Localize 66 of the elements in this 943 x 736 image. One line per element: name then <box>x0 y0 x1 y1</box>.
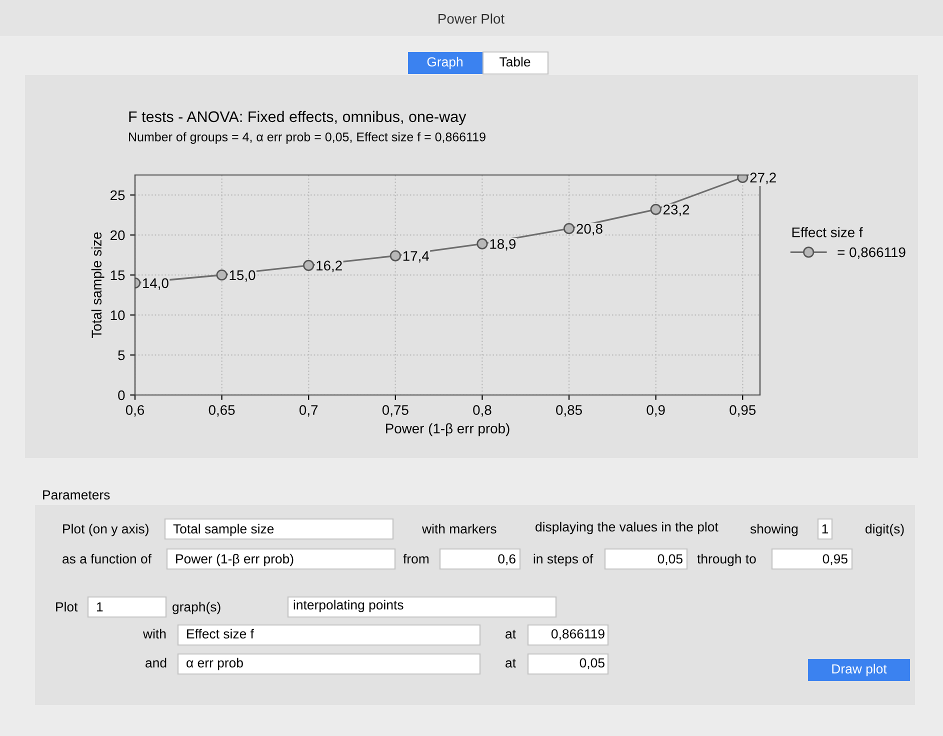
text: 1 <box>97 602 103 612</box>
data-label: 23,2 <box>663 204 690 216</box>
text: Power (1-β err prob) <box>176 554 294 566</box>
text: at <box>506 630 516 639</box>
text: 0,05 <box>658 554 682 566</box>
data-label: 15,0 <box>230 270 256 282</box>
text: Plot <box>56 602 78 612</box>
x-tick-label: 0,9 <box>646 405 665 417</box>
text: 0,95 <box>822 554 848 566</box>
y-tick-label: 25 <box>110 190 125 200</box>
point <box>476 238 488 250</box>
text: 1 <box>822 524 828 534</box>
legend-title: Effect size f <box>792 227 863 238</box>
text: and <box>146 658 166 668</box>
x-tick-label: 0,8 <box>473 405 492 417</box>
text: Parameters <box>43 490 110 500</box>
data-label: 20,8 <box>576 224 602 236</box>
text: 0,6 <box>498 554 516 566</box>
x-tick-label: 0,6 <box>126 405 144 417</box>
text: 0,05 <box>580 658 604 670</box>
x-tick-label: 0,65 <box>208 405 235 417</box>
y-tick-label: 0 <box>118 390 125 400</box>
data-label: 16,2 <box>316 260 342 272</box>
point <box>216 269 228 281</box>
data-label: 27,2 <box>750 172 776 184</box>
x-axis-title: Power (1-β err prob) <box>386 423 510 436</box>
text: Draw plot <box>832 664 887 676</box>
text: Table <box>500 56 530 67</box>
point <box>303 260 314 271</box>
text: at <box>506 658 516 668</box>
legend-label: = 0,866119 <box>838 247 906 259</box>
point <box>390 250 401 262</box>
y-tick-label: 20 <box>110 230 125 240</box>
chart-title: F tests - ANOVA: Fixed effects, omnibus, one-way <box>129 110 466 126</box>
y-tick-label: 5 <box>118 350 125 360</box>
text: Total sample size <box>173 524 274 536</box>
point <box>563 223 575 234</box>
text: with markers <box>422 524 496 534</box>
text: Effect size f <box>187 628 254 639</box>
text: digit(s) <box>866 524 904 536</box>
y-axis-title: Total sample size <box>91 232 104 338</box>
text: 0,866119 <box>551 629 604 640</box>
text: α err prob <box>186 658 243 670</box>
data-label: 17,4 <box>403 251 429 263</box>
x-tick-label: 0,7 <box>300 405 318 417</box>
x-tick-label: 0,75 <box>382 405 408 417</box>
text: interpolating points <box>294 600 404 612</box>
chart-subtitle: Number of groups = 4, α err prob = 0,05, Effect size f = 0,866119 <box>129 132 486 144</box>
text: through to <box>697 554 756 566</box>
text: in steps of <box>534 554 594 566</box>
text: Plot (on y axis) <box>63 524 148 536</box>
y-tick-label: 15 <box>110 270 125 280</box>
data-label: 14,0 <box>143 278 168 290</box>
text: showing <box>750 524 798 536</box>
text: with <box>142 628 166 639</box>
point <box>650 204 662 215</box>
text: graph(s) <box>172 602 220 614</box>
x-tick-label: 0,85 <box>556 405 582 417</box>
text: from <box>403 554 429 564</box>
x-tick-label: 0,95 <box>730 405 756 417</box>
text: Power Plot <box>438 14 504 24</box>
text: as a function of <box>62 554 152 564</box>
text: Graph <box>427 56 462 70</box>
text: displaying the values in the plot <box>536 522 718 534</box>
y-tick-label: 10 <box>110 310 125 320</box>
data-label: 18,9 <box>490 239 516 251</box>
